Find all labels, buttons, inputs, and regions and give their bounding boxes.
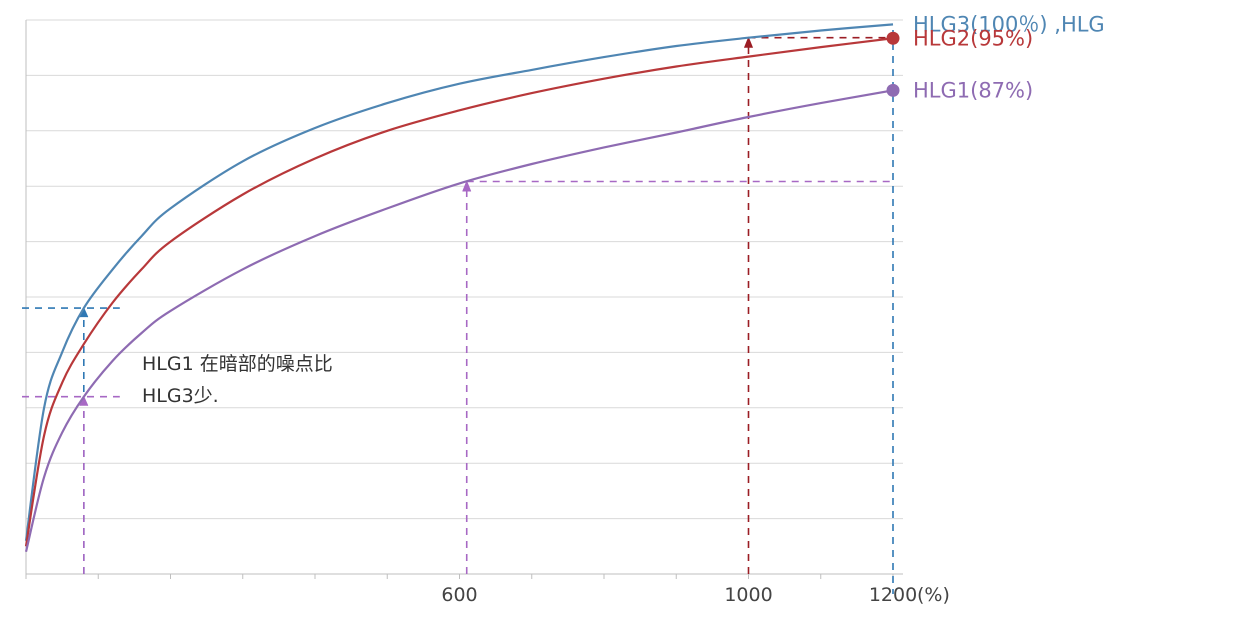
x-tick-label-2: 1000 [724, 584, 772, 606]
x-unit-label: (%) [917, 584, 950, 606]
series-end-marker-3 [886, 83, 900, 97]
annotation-line-2: HLG3少. [142, 385, 219, 407]
series-line-2 [24, 37, 894, 547]
chart-series [24, 23, 894, 553]
series-line-1 [24, 23, 894, 541]
x-tick-label-1: 600 [441, 584, 477, 606]
chart-grid [26, 19, 903, 520]
annotation: HLG1 在暗部的噪点比 HLG3少. [142, 353, 333, 407]
x-tick-labels: 600 1000 1200 (%) [441, 584, 950, 606]
guide-arrow [744, 36, 753, 48]
legend-label-1: HLG3(100％) ,HLG [913, 12, 1105, 36]
legend-label-2: HLG2(95%) [913, 26, 1033, 50]
chart-guides [22, 30, 894, 594]
series-end-marker-2 [886, 31, 900, 45]
legend-label-3: HLG1(87%) [913, 78, 1033, 102]
series-line-3 [24, 89, 894, 553]
chart-axes [25, 20, 903, 579]
annotation-line-1: HLG1 在暗部的噪点比 [142, 353, 333, 375]
x-tick-label-3: 1200 [869, 584, 917, 606]
